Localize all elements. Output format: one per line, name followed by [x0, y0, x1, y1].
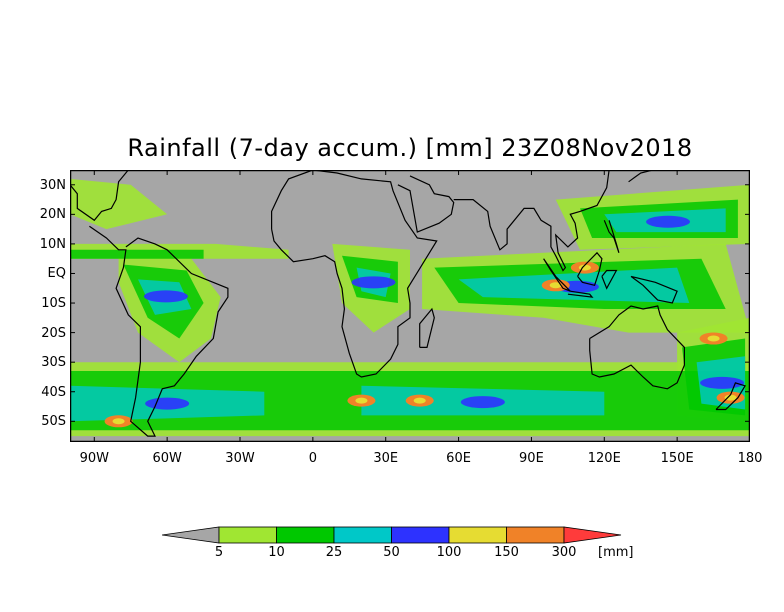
coastline [589, 305, 685, 390]
coastline [567, 290, 594, 298]
colorbar-above-arrow [563, 526, 622, 544]
coastline [419, 307, 435, 348]
coastline [715, 382, 747, 411]
coastline [453, 170, 610, 272]
coastline [397, 175, 455, 233]
lat-label: 30N [39, 177, 66, 193]
colorbar-segment [448, 526, 507, 544]
rain-core [351, 276, 396, 289]
lon-label: 90E [519, 451, 544, 466]
coastline [271, 170, 438, 378]
rain-extreme-center [355, 397, 368, 404]
rain-extreme-center [724, 394, 737, 401]
lon-label: 30E [373, 451, 399, 466]
lat-label: 20S [41, 325, 66, 341]
colorbar-unit: [mm] [598, 545, 634, 560]
lat-label: EQ [47, 266, 66, 282]
lon-label: 0 [308, 451, 317, 466]
lon-label: 150E [660, 451, 694, 466]
rain-core [143, 290, 188, 303]
coastline [603, 220, 620, 253]
coastline [89, 225, 229, 437]
rain-core [145, 397, 190, 410]
lat-label: 10N [39, 236, 66, 252]
ticks [70, 170, 750, 442]
colorbar-segment [218, 526, 277, 544]
coastlines [70, 170, 747, 437]
lon-label: 60E [446, 451, 471, 466]
rain-core [646, 215, 691, 228]
rain-extreme-center [112, 418, 125, 425]
lon-label: 60W [152, 451, 182, 466]
lon-label: 120E [587, 451, 621, 466]
colorbar-level-label: 50 [383, 545, 400, 560]
colorbar-level-label: 300 [551, 545, 577, 560]
map-title: Rainfall (7-day accum.) [mm] 23Z08Nov201… [127, 134, 693, 162]
coastline [543, 258, 571, 292]
map-frame [70, 170, 750, 442]
lat-label: 50S [41, 414, 66, 430]
rain-core [460, 396, 505, 409]
colorbar-level-label: 25 [325, 545, 343, 560]
coastline [630, 275, 678, 304]
colorbar [162, 526, 622, 544]
rain-area [70, 249, 204, 259]
colorbar-level-label: 5 [214, 545, 224, 560]
lon-label: 90W [79, 451, 109, 466]
coastline [70, 170, 129, 222]
rainfall-map-canvas [70, 170, 750, 442]
lon-label: 30W [225, 451, 255, 466]
coastline [577, 251, 603, 287]
coastline [628, 170, 654, 183]
colorbar-segment [506, 526, 565, 544]
colorbar-below-arrow [162, 526, 220, 544]
lat-label: 20N [39, 207, 66, 223]
colorbar-level-label: 10 [268, 545, 285, 560]
colorbar-segment [333, 526, 392, 544]
lat-label: 40S [41, 384, 66, 400]
rain-extreme-center [413, 397, 426, 404]
colorbar-level-label: 150 [494, 545, 519, 560]
lon-label: 180 [737, 451, 763, 466]
rain-area [70, 178, 168, 230]
lat-label: 30S [41, 355, 66, 371]
colorbar-level-label: 100 [436, 545, 462, 560]
rain-extreme-center [549, 282, 562, 289]
rain-core [700, 376, 745, 389]
rainfall-map [70, 170, 750, 442]
rain-extreme-center [707, 335, 720, 342]
colorbar-segment [391, 526, 450, 544]
lat-label: 10S [41, 296, 66, 312]
colorbar-segment [276, 526, 335, 544]
coastline [601, 269, 618, 290]
